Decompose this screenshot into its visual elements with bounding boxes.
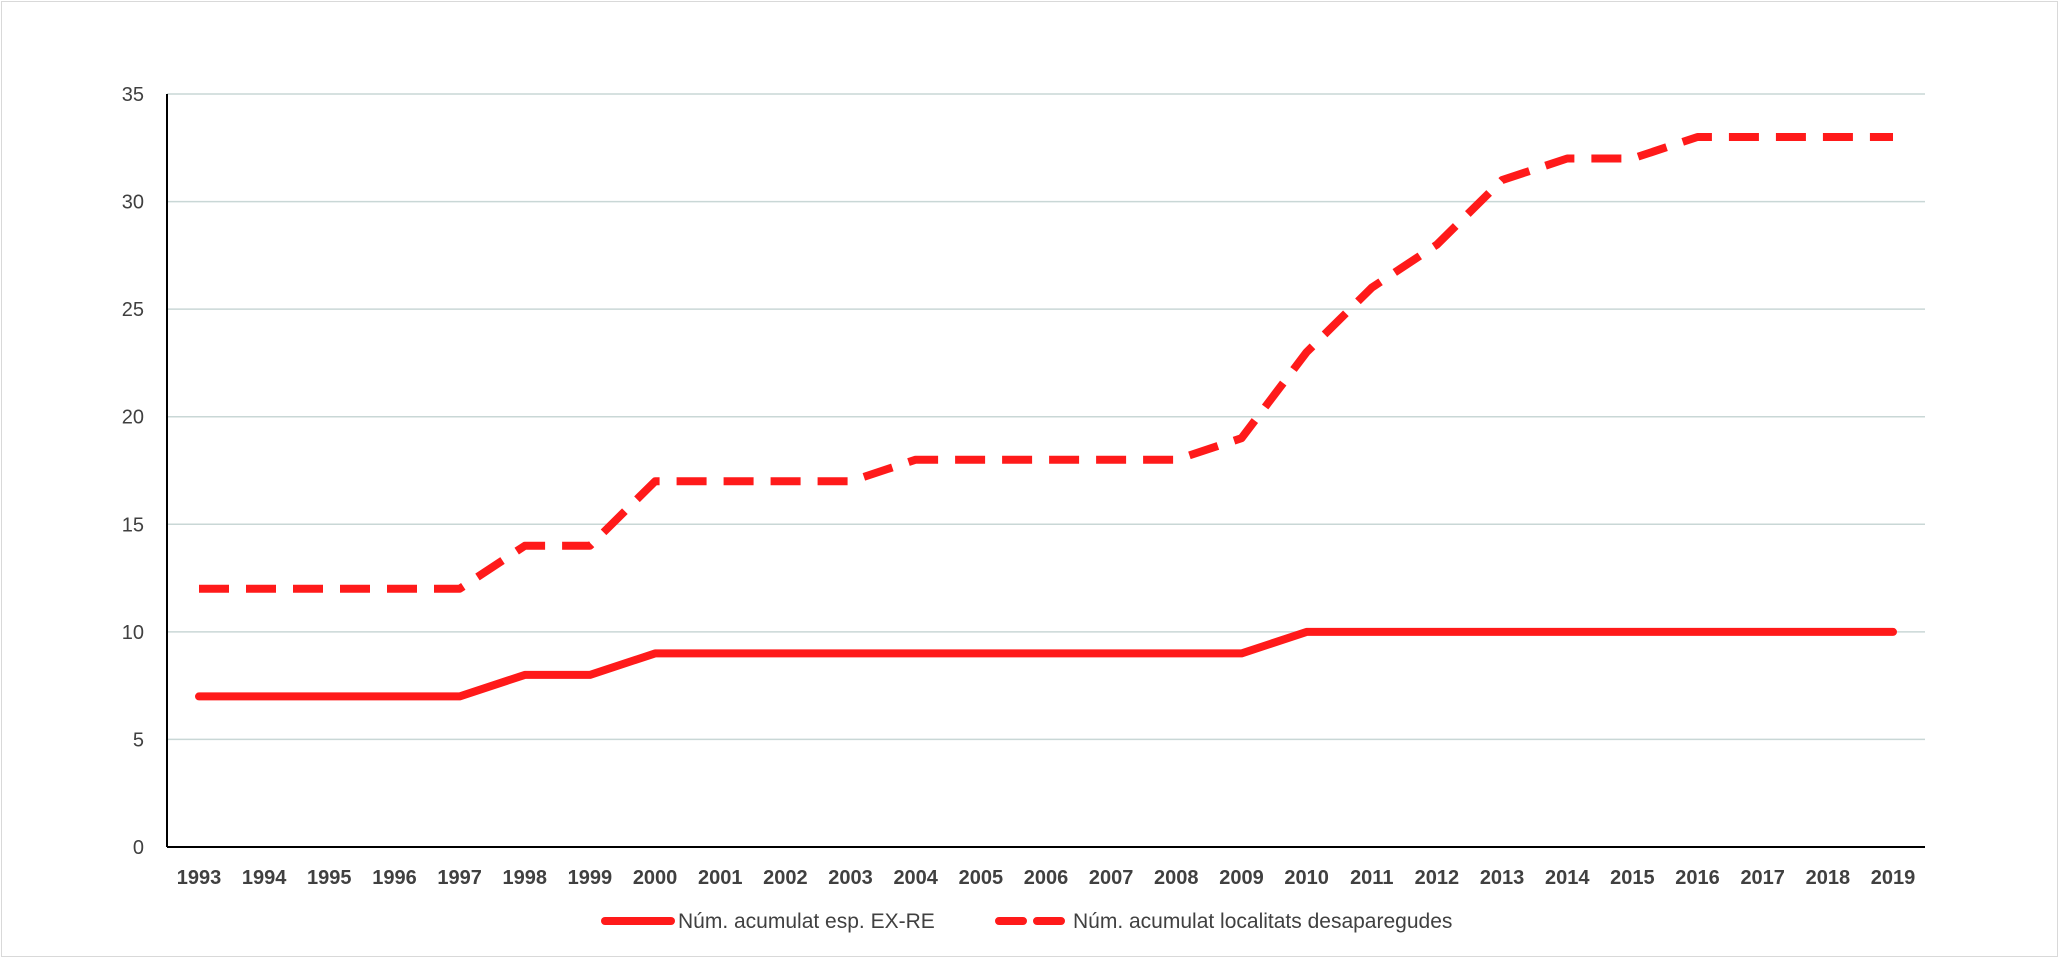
x-tick-label: 2008 <box>1154 867 1199 889</box>
y-tick-label: 35 <box>122 84 144 106</box>
x-tick-label: 2005 <box>959 867 1004 889</box>
x-tick-label: 2000 <box>633 867 678 889</box>
x-tick-label: 2019 <box>1871 867 1916 889</box>
legend-label-solid: Núm. acumulat esp. EX-RE <box>678 910 935 933</box>
x-tick-label: 2006 <box>1024 867 1069 889</box>
x-tick-label: 2018 <box>1806 867 1851 889</box>
grid-lines <box>167 93 1925 741</box>
y-tick-labels: 0 5 10 15 20 25 30 35 <box>122 84 144 859</box>
legend: Núm. acumulat esp. EX-RE Núm. acumulat l… <box>601 910 1452 933</box>
y-tick-label: 15 <box>122 514 144 536</box>
legend-label-dashed: Núm. acumulat localitats desaparegudes <box>1073 910 1452 933</box>
x-tick-label: 2001 <box>698 867 743 889</box>
y-tick-label: 30 <box>122 192 144 214</box>
x-tick-label: 1996 <box>372 867 417 889</box>
x-tick-label: 1995 <box>307 867 352 889</box>
y-tick-label: 10 <box>122 622 144 644</box>
x-tick-label: 1994 <box>242 867 287 889</box>
x-tick-label: 2004 <box>893 867 938 889</box>
y-tick-label: 5 <box>133 729 144 751</box>
x-tick-label: 2010 <box>1284 867 1329 889</box>
x-tick-label: 2011 <box>1350 867 1393 889</box>
y-tick-label: 0 <box>133 837 144 859</box>
x-tick-label: 2007 <box>1089 867 1134 889</box>
y-tick-label: 25 <box>122 299 144 321</box>
x-tick-label: 1998 <box>503 867 548 889</box>
y-tick-label: 20 <box>122 407 144 429</box>
x-tick-label: 2009 <box>1219 867 1264 889</box>
x-tick-label: 2014 <box>1545 867 1590 889</box>
x-tick-label: 2002 <box>763 867 808 889</box>
x-tick-label: 1997 <box>437 867 482 889</box>
series-line-solid <box>195 627 1897 701</box>
x-tick-label: 2016 <box>1675 867 1720 889</box>
x-tick-label: 2013 <box>1480 867 1525 889</box>
x-tick-label: 1993 <box>177 867 222 889</box>
x-tick-labels: 1993 1994 1995 1996 1997 1998 1999 2000 2001 2002… <box>177 867 1916 889</box>
legend-item-solid: Núm. acumulat esp. EX-RE <box>601 910 935 933</box>
x-tick-label: 2017 <box>1740 867 1785 889</box>
x-tick-label: 2003 <box>828 867 873 889</box>
axes <box>166 94 1925 848</box>
legend-item-dashed: Núm. acumulat localitats desaparegudes <box>995 910 1452 933</box>
series-lines <box>195 133 1897 701</box>
series-line-dashed <box>199 133 1893 593</box>
x-tick-label: 1999 <box>568 867 613 889</box>
x-tick-label: 2015 <box>1610 867 1655 889</box>
x-tick-label: 2012 <box>1415 867 1460 889</box>
